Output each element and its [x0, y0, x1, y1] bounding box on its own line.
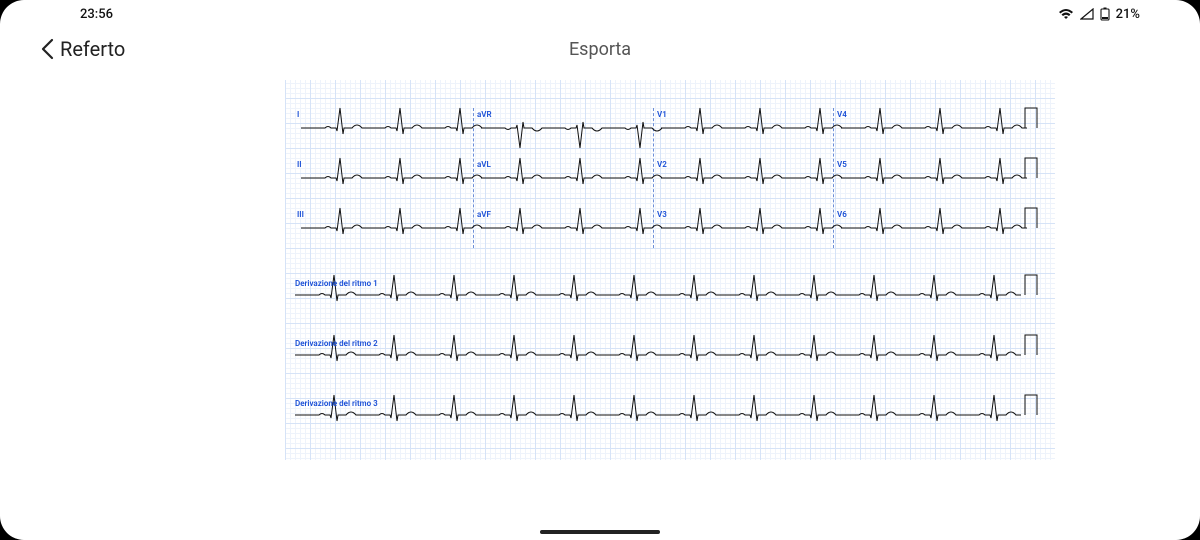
- phone-frame: 23:56 21% Referto Esporta Report BYQXG1 …: [0, 0, 1200, 540]
- status-time: 23:56: [80, 7, 113, 22]
- back-label: Referto: [60, 37, 125, 61]
- back-button[interactable]: Referto: [40, 37, 125, 61]
- page-title[interactable]: Esporta: [569, 39, 631, 60]
- cal-pulse: [285, 80, 1055, 460]
- wifi-icon: [1058, 8, 1074, 20]
- status-icons: 21%: [1058, 7, 1140, 22]
- ecg-traces-layer: IaVRV1V4IIaVLV2V5IIIaVFV3V6Derivazione d…: [285, 80, 1055, 460]
- app-bar: Referto Esporta: [0, 28, 1200, 70]
- home-indicator[interactable]: [540, 530, 660, 534]
- battery-icon: [1100, 7, 1110, 21]
- signal-icon: [1080, 8, 1094, 20]
- chevron-left-icon: [40, 38, 54, 60]
- ecg-report[interactable]: Report BYQXG1 69 bpm Normale QT / QTcFra…: [285, 80, 1055, 490]
- status-bar: 23:56 21%: [0, 0, 1200, 28]
- battery-text: 21%: [1116, 7, 1140, 22]
